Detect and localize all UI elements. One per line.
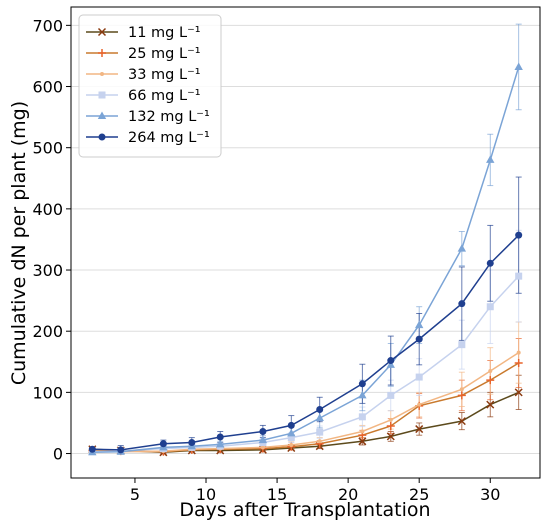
y-tick-label: 500 [32,139,63,158]
data-point [358,380,366,388]
legend-marker [100,72,104,76]
series-2 [90,350,521,454]
x-tick-label: 30 [480,485,500,504]
data-point [486,303,494,311]
legend-label: 33 mg L⁻¹ [128,67,201,83]
series-5 [88,231,523,454]
series-line [92,362,520,453]
data-point [216,433,224,441]
data-point [417,402,422,407]
data-point [387,391,395,399]
data-point [514,388,523,397]
data-point [287,434,295,442]
series-4 [88,62,523,456]
data-point [516,350,521,355]
data-point [459,387,464,392]
data-point [486,400,495,409]
data-point [316,405,324,413]
series-line [92,351,520,453]
legend-label: 11 mg L⁻¹ [128,25,201,41]
data-point [216,439,225,448]
y-tick-label: 400 [32,200,63,219]
data-point [514,359,523,368]
data-point [386,432,395,441]
data-point [458,300,466,308]
data-point [117,446,125,454]
legend-label: 132 mg L⁻¹ [128,109,210,125]
y-axis: 0 100 200 300 400 500 600 700 [32,16,71,464]
data-point [317,439,322,444]
y-tick-label: 0 [53,445,63,464]
data-point [457,417,466,426]
data-point [486,259,494,267]
y-tick-label: 300 [32,261,63,280]
legend-marker [98,91,106,99]
y-tick-label: 700 [32,16,63,35]
data-point [457,391,466,400]
data-point [315,413,324,422]
series-lines [88,62,523,457]
x-tick-label: 5 [130,485,140,504]
data-point [316,428,324,436]
data-point [415,373,423,381]
data-point [258,435,268,444]
series-1 [88,359,523,456]
data-point [289,442,294,447]
data-point [457,244,467,252]
data-point [515,272,523,280]
data-point [259,428,267,436]
series-line [92,234,520,451]
data-point [514,62,523,70]
data-point [287,421,295,429]
data-point [414,320,424,329]
data-point [386,360,395,368]
data-point [415,335,423,343]
x-axis-label: Days after Transplantation [179,499,430,521]
data-point [458,341,466,349]
legend-marker [97,27,107,37]
legend: 11 mg L⁻¹ 25 mg L⁻¹ 33 mg L⁻¹ 66 mg L⁻¹ 132 … [78,14,222,158]
data-point [358,390,367,399]
y-tick-label: 100 [32,383,63,402]
plot-frame [70,6,541,479]
data-point [360,429,365,434]
x-tick-label: 25 [409,485,429,504]
legend-box [78,14,222,158]
data-point [358,437,367,446]
data-point [515,231,523,239]
y-tick-label: 200 [32,322,63,341]
data-point [88,445,96,453]
legend-marker [98,49,106,57]
x-tick-label: 20 [338,485,358,504]
legend-label: 264 mg L⁻¹ [128,130,210,146]
data-point [486,376,495,385]
x-tick-label: 15 [267,485,287,504]
series-line [92,275,520,453]
legend-marker [97,111,107,119]
data-point [488,368,493,373]
data-point [386,422,395,431]
x-tick-label: 10 [196,485,216,504]
data-point [260,445,265,450]
y-axis-label: Cumulative dN per plant (mg) [8,101,30,385]
legend-label: 66 mg L⁻¹ [128,88,201,104]
data-point [388,417,393,422]
series-line [92,66,520,454]
series-3 [88,272,523,456]
data-point [188,439,196,447]
data-point [387,357,395,365]
data-point [159,440,167,448]
data-point [415,425,424,434]
x-axis: 5 10 15 20 25 30 [130,478,500,504]
data-point [486,155,495,163]
legend-label: 25 mg L⁻¹ [128,46,201,62]
data-point [287,428,296,437]
data-point [358,413,366,421]
legend-marker [98,133,106,141]
y-tick-label: 600 [32,78,63,97]
